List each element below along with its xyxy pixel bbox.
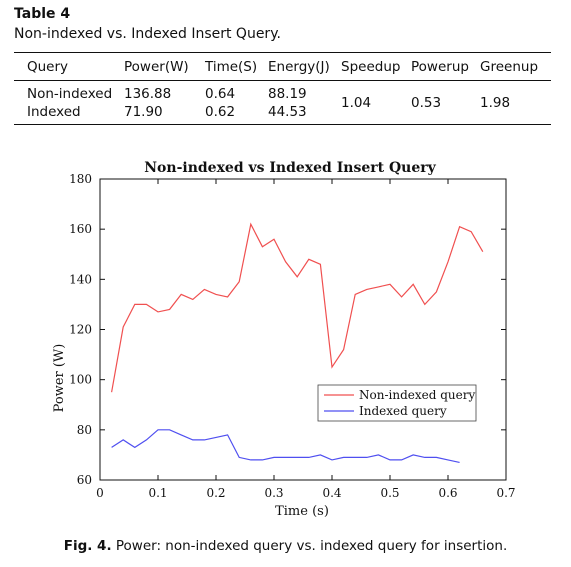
x-tick-label: 0 <box>96 486 104 500</box>
row-energy: 88.19 <box>268 86 307 102</box>
table-top-rule <box>14 52 551 53</box>
x-tick-label: 0.4 <box>322 486 341 500</box>
table-bottom-rule <box>14 124 551 125</box>
header-speedup: Speedup <box>341 59 401 75</box>
y-tick-label: 100 <box>69 373 92 387</box>
row-time: 0.62 <box>205 104 236 120</box>
row-query: Indexed <box>27 104 81 120</box>
x-tick-label: 0.5 <box>380 486 399 500</box>
header-powerup: Powerup <box>411 59 469 75</box>
row-power: 71.90 <box>124 104 163 120</box>
figure-caption: Fig. 4. Power: non-indexed query vs. ind… <box>0 538 571 554</box>
y-tick-label: 180 <box>69 172 92 186</box>
y-tick-label: 160 <box>69 222 92 236</box>
legend-box <box>317 384 477 422</box>
greenup-value: 1.98 <box>480 95 511 111</box>
series-line-non-indexed <box>111 222 484 393</box>
series-line-indexed <box>111 429 460 463</box>
table-caption: Non-indexed vs. Indexed Insert Query. <box>14 26 281 42</box>
x-tick-label: 0.2 <box>206 486 225 500</box>
legend: Non-indexed query Indexed query <box>317 384 477 422</box>
header-energy: Energy(J) <box>268 59 330 75</box>
y-tick-label: 140 <box>69 272 92 286</box>
header-query: Query <box>27 59 69 75</box>
header-time: Time(S) <box>205 59 258 75</box>
y-tick-label: 60 <box>77 473 92 487</box>
y-axis-label: Power (W) <box>52 344 67 413</box>
x-tick-label: 0.6 <box>438 486 457 500</box>
axis-ticks: 0 0.1 0.2 0.3 0.4 0.5 0.6 0.7 60 80 100 120 140 160 18… <box>69 172 515 500</box>
table-label: Table 4 <box>14 6 71 22</box>
speedup-value: 1.04 <box>341 95 372 111</box>
x-tick-label: 0.1 <box>148 486 167 500</box>
powerup-value: 0.53 <box>411 95 442 111</box>
power-line-chart: Non-indexed vs Indexed Insert Query 0 0.1… <box>52 160 516 519</box>
row-time: 0.64 <box>205 86 236 102</box>
row-power: 136.88 <box>124 86 172 102</box>
y-tick-label: 80 <box>77 423 92 437</box>
x-tick-label: 0.7 <box>496 486 515 500</box>
figure-caption-text: Power: non-indexed query vs. indexed que… <box>115 538 508 554</box>
y-tick-label: 120 <box>69 323 92 337</box>
legend-label-indexed: Indexed query <box>359 404 447 418</box>
legend-label-non-indexed: Non-indexed query <box>359 388 475 402</box>
header-power: Power(W) <box>124 59 189 75</box>
plot-frame <box>99 178 507 481</box>
x-tick-label: 0.3 <box>264 486 283 500</box>
header-greenup: Greenup <box>480 59 539 75</box>
row-query: Non-indexed <box>27 86 113 102</box>
chart-title: Non-indexed vs Indexed Insert Query <box>144 160 436 176</box>
row-energy: 44.53 <box>268 104 307 120</box>
figure-caption-label: Fig. 4. <box>63 538 112 554</box>
table-header-rule <box>14 80 551 81</box>
series-lines <box>111 222 484 463</box>
x-axis-label: Time (s) <box>275 504 329 519</box>
